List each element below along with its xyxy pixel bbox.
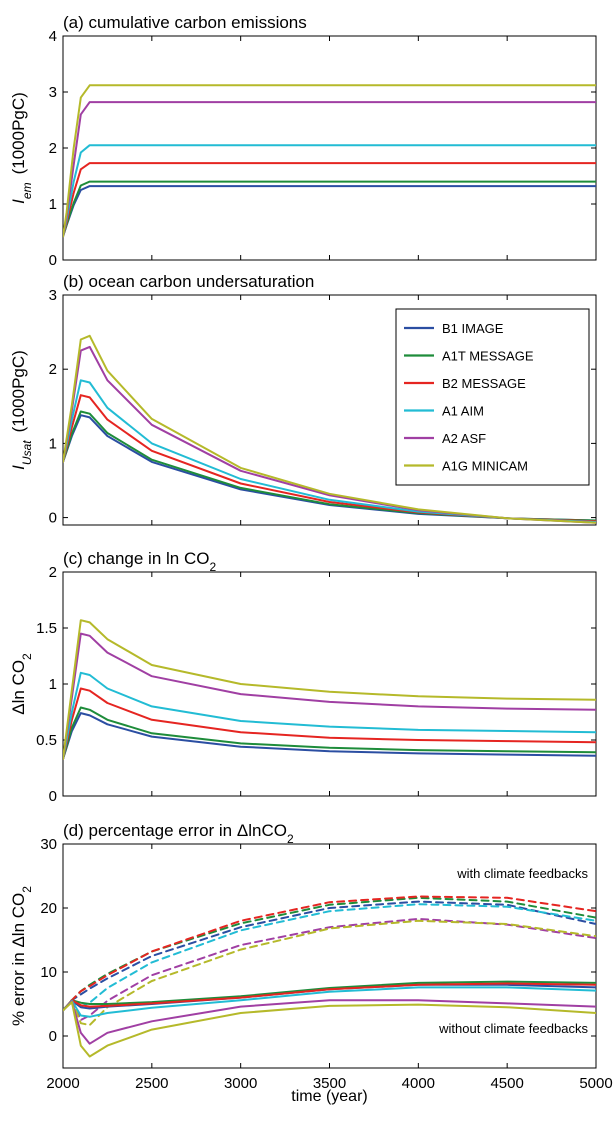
panel-title: (d) percentage error in ΔlnCO2 [63, 821, 294, 846]
series-line-a1-aim [63, 671, 596, 760]
legend: B1 IMAGE A1T MESSAGE B2 MESSAGE A1 AIM A2 AS… [395, 308, 590, 486]
legend-entry-label: B1 IMAGE [442, 321, 504, 336]
y-axis-label-subscript: em [20, 182, 34, 199]
y-axis-label: IUsat (1000PgC) [9, 350, 34, 470]
y-tick-label: 1 [49, 196, 57, 213]
y-axis-label-main: I [9, 465, 28, 470]
panel-title-text: (a) cumulative carbon emissions [63, 13, 307, 32]
series-line-a2-asf [63, 101, 596, 238]
series-line-b2-message [63, 162, 596, 238]
x-tick-label: 2000 [46, 1075, 79, 1092]
y-axis-label-main: I [9, 199, 28, 204]
series-line-b2-message [63, 687, 596, 760]
y-axis-label-subscript: 2 [20, 653, 34, 660]
series-line-a1g-minicam-with-feedbacks [63, 919, 596, 1027]
panel-title-text: (c) change in ln CO [63, 549, 209, 568]
x-tick-label: 5000 [579, 1075, 612, 1092]
annotation-with-feedbacks: with climate feedbacks [456, 866, 588, 881]
series-group [63, 895, 596, 1058]
series-line-b1-image-with-feedbacks [63, 900, 596, 1012]
panel-title-text: (d) percentage error in ΔlnCO [63, 821, 287, 840]
series-line-a1t-message-with-feedbacks [63, 896, 596, 1012]
y-axis-label-subscript: 2 [20, 886, 34, 893]
panel-title-text: (b) ocean carbon undersaturation [63, 272, 314, 291]
series-line-a1t-message [63, 980, 596, 1012]
panel-title: (a) cumulative carbon emissions [63, 13, 307, 32]
panel-a: (a) cumulative carbon emissions 0 1 2 3 4 Iem (… [9, 13, 597, 269]
x-axis-label: time (year) [291, 1088, 367, 1105]
series-line-a1-aim-with-feedbacks [63, 903, 596, 1012]
y-axis-label: Δln CO2 [9, 653, 34, 715]
y-tick-label: 20 [40, 900, 57, 917]
series-line-b1-image [63, 712, 596, 760]
legend-entry-label: A1G MINICAM [442, 459, 528, 474]
y-tick-label: 0.5 [36, 732, 57, 749]
y-tick-label: 2 [49, 361, 57, 378]
y-tick-label: 3 [49, 287, 57, 304]
y-tick-label: 2 [49, 140, 57, 157]
panel-title-subscript: 2 [209, 560, 216, 574]
series-line-b2-message [63, 982, 596, 1012]
series-group [63, 84, 596, 238]
panel-b: (b) ocean carbon undersaturation 0 1 2 3 IUsa… [9, 272, 597, 527]
legend-entry-label: A1T MESSAGE [442, 349, 534, 364]
panel-title: (c) change in ln CO2 [63, 549, 216, 574]
y-axis-label-subscript: Usat [20, 440, 34, 465]
y-tick-label: 3 [49, 84, 57, 101]
x-tick-label: 3500 [313, 1075, 346, 1092]
axes-box [62, 571, 597, 797]
series-line-a1t-message [63, 706, 596, 760]
y-tick-label: 2 [49, 564, 57, 581]
series-line-a1-aim [63, 986, 596, 1018]
annotation-without-feedbacks: without climate feedbacks [438, 1021, 588, 1036]
legend-box [395, 308, 590, 486]
y-tick-label: 0 [49, 252, 57, 269]
series-line-a2-asf [63, 632, 596, 760]
legend-entry-label: B2 MESSAGE [442, 376, 526, 391]
series-group [63, 619, 596, 760]
series-line-a1g-minicam [63, 619, 596, 760]
y-tick-label: 0 [49, 788, 57, 805]
y-tick-label: 1 [49, 435, 57, 452]
y-tick-label: 1.5 [36, 620, 57, 637]
series-line-a2-asf [63, 999, 596, 1045]
legend-entry-label: A2 ASF [442, 431, 486, 446]
panel-title-subscript: 2 [287, 832, 294, 846]
x-tick-label: 4500 [490, 1075, 523, 1092]
y-axis-label: Iem (1000PgC) [9, 92, 34, 204]
y-axis-label: % error in Δln CO2 [9, 886, 34, 1026]
y-tick-label: 10 [40, 964, 57, 981]
x-tick-label: 2500 [135, 1075, 168, 1092]
series-line-a1g-minicam [63, 334, 596, 524]
y-tick-label: 0 [49, 1028, 57, 1045]
y-axis-label-main: Δln CO [9, 660, 28, 715]
y-axis-label-unit: (1000PgC) [9, 92, 28, 174]
panel-d: (d) percentage error in ΔlnCO20102030200… [9, 821, 613, 1092]
series-line-a1-aim [63, 144, 596, 238]
x-tick-label: 3000 [224, 1075, 257, 1092]
series-line-a1g-minicam [63, 1001, 596, 1058]
legend-entry-label: A1 AIM [442, 404, 484, 419]
panel-title: (b) ocean carbon undersaturation [63, 272, 314, 291]
y-tick-label: 1 [49, 676, 57, 693]
series-line-a1g-minicam [63, 84, 596, 238]
series-line-b1-image [63, 185, 596, 238]
y-axis-label-main: % error in Δln CO [9, 893, 28, 1026]
x-tick-label: 4000 [402, 1075, 435, 1092]
y-axis-label-unit: (1000PgC) [9, 350, 28, 432]
series-group [63, 334, 596, 524]
series-line-b2-message-with-feedbacks [63, 895, 596, 1012]
y-tick-label: 30 [40, 836, 57, 853]
axes-box [62, 35, 597, 261]
series-line-a1t-message [63, 180, 596, 238]
y-tick-label: 0 [49, 510, 57, 527]
y-tick-label: 4 [49, 28, 57, 45]
